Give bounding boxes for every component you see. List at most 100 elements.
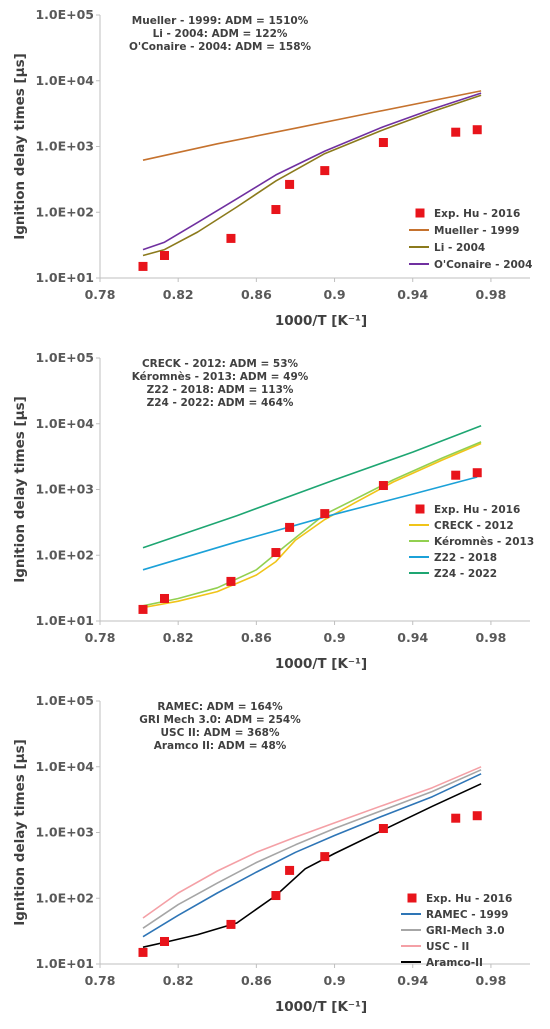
- chart-2: 1.0E+01 1.0E+02 1.0E+03 1.0E+04 1.0E+05 0.78 0…: [12, 350, 534, 672]
- data-point: [160, 593, 169, 603]
- series-line: [142, 773, 482, 938]
- data-point: [320, 166, 330, 176]
- legend-label: Exp. Hu - 2016: [434, 208, 520, 220]
- data-point: [271, 548, 281, 558]
- legend-label: Aramco-II: [426, 957, 483, 969]
- series-line: [142, 92, 482, 251]
- x-tick-label: 0.78: [85, 630, 116, 645]
- y-tick-label: 1.0E+03: [35, 825, 94, 840]
- adm-annotation: CRECK - 2012: ADM = 53%: [142, 358, 299, 370]
- data-point: [285, 179, 295, 189]
- data-point: [138, 604, 148, 614]
- legend-marker: [415, 208, 425, 218]
- x-axis-title: 1000/T [K⁻¹]: [275, 313, 367, 329]
- series-line: [142, 476, 478, 571]
- x-tick-label: 0.94: [397, 630, 428, 645]
- data-point: [138, 261, 148, 271]
- series-line: [142, 766, 482, 919]
- adm-annotation: RAMEC: ADM = 164%: [157, 701, 283, 713]
- data-point: [285, 522, 295, 532]
- data-point: [160, 250, 169, 260]
- legend-label: GRI-Mech 3.0: [426, 925, 505, 937]
- x-tick-label: 0.82: [163, 630, 194, 645]
- x-tick-label: 0.9: [323, 973, 345, 988]
- x-tick-label: 0.98: [475, 630, 506, 645]
- data-point: [271, 205, 281, 215]
- series-line: [142, 94, 482, 257]
- x-tick-label: 0.94: [397, 973, 428, 988]
- series-line: [142, 90, 482, 161]
- adm-annotation: GRI Mech 3.0: ADM = 254%: [139, 714, 301, 726]
- legend-label: CRECK - 2012: [434, 520, 514, 532]
- legend-label: Exp. Hu - 2016: [434, 504, 520, 516]
- adm-annotation: USC II: ADM = 368%: [161, 727, 280, 739]
- y-tick-label: 1.0E+01: [35, 956, 94, 971]
- data-point: [378, 481, 388, 491]
- data-point: [451, 127, 461, 137]
- adm-annotation: Z22 - 2018: ADM = 113%: [147, 384, 294, 396]
- adm-annotation: Z24 - 2022: ADM = 464%: [147, 397, 294, 409]
- y-axis-title: Ignition delay times [μs]: [12, 396, 28, 583]
- data-point: [451, 813, 461, 823]
- data-point: [226, 233, 236, 243]
- x-tick-label: 0.82: [163, 287, 194, 302]
- x-tick-label: 0.94: [397, 287, 428, 302]
- x-tick-label: 0.86: [241, 287, 272, 302]
- y-tick-label: 1.0E+03: [35, 139, 94, 154]
- y-axis-title: Ignition delay times [μs]: [12, 739, 28, 926]
- data-point: [378, 824, 388, 834]
- data-point: [226, 919, 236, 929]
- adm-annotation: Li - 2004: ADM = 122%: [153, 28, 288, 40]
- legend-label: Z22 - 2018: [434, 552, 497, 564]
- legend-marker: [407, 893, 417, 903]
- series-line: [142, 441, 482, 607]
- legend-label: Mueller - 1999: [434, 225, 519, 237]
- adm-annotation: Mueller - 1999: ADM = 1510%: [132, 15, 309, 27]
- y-axis-title: Ignition delay times [μs]: [12, 53, 28, 240]
- legend-label: O'Conaire - 2004: [434, 259, 532, 271]
- y-tick-label: 1.0E+05: [35, 350, 94, 365]
- x-tick-label: 0.86: [241, 630, 272, 645]
- adm-annotation: Kéromnès - 2013: ADM = 49%: [132, 371, 309, 383]
- data-point: [320, 852, 330, 862]
- legend-label: Z24 - 2022: [434, 568, 497, 580]
- x-tick-label: 0.82: [163, 973, 194, 988]
- data-point: [320, 509, 330, 519]
- chart-1: 1.0E+01 1.0E+02 1.0E+03 1.0E+04 1.0E+05 0.78 0…: [12, 7, 532, 329]
- data-point: [472, 811, 482, 821]
- y-tick-label: 1.0E+03: [35, 482, 94, 497]
- data-point: [472, 468, 482, 478]
- data-point: [285, 865, 295, 875]
- x-tick-label: 0.98: [475, 287, 506, 302]
- series-line: [142, 425, 482, 549]
- data-point: [472, 125, 482, 135]
- y-tick-label: 1.0E+05: [35, 693, 94, 708]
- series-line: [142, 769, 482, 929]
- y-tick-label: 1.0E+04: [35, 73, 94, 88]
- x-tick-label: 0.9: [323, 287, 345, 302]
- chart-3: 1.0E+01 1.0E+02 1.0E+03 1.0E+04 1.0E+05 0.78 0…: [12, 693, 530, 1015]
- data-point: [138, 947, 148, 957]
- adm-annotation: O'Conaire - 2004: ADM = 158%: [129, 41, 312, 53]
- y-tick-label: 1.0E+01: [35, 613, 94, 628]
- x-axis-title: 1000/T [K⁻¹]: [275, 656, 367, 672]
- legend-label: Exp. Hu - 2016: [426, 893, 512, 905]
- legend-marker: [415, 504, 425, 514]
- legend-label: USC - II: [426, 941, 469, 953]
- x-tick-label: 0.98: [475, 973, 506, 988]
- x-tick-label: 0.78: [85, 973, 116, 988]
- y-tick-label: 1.0E+02: [35, 547, 94, 562]
- y-tick-label: 1.0E+02: [35, 890, 94, 905]
- x-tick-label: 0.9: [323, 630, 345, 645]
- y-tick-label: 1.0E+05: [35, 7, 94, 22]
- data-point: [271, 891, 281, 901]
- series-line: [142, 783, 482, 948]
- x-tick-label: 0.86: [241, 973, 272, 988]
- adm-annotation: Aramco II: ADM = 48%: [154, 740, 287, 752]
- legend-label: RAMEC - 1999: [426, 909, 508, 921]
- y-tick-label: 1.0E+01: [35, 270, 94, 285]
- x-axis-title: 1000/T [K⁻¹]: [275, 999, 367, 1015]
- data-point: [451, 470, 461, 480]
- x-tick-label: 0.78: [85, 287, 116, 302]
- data-point: [378, 138, 388, 148]
